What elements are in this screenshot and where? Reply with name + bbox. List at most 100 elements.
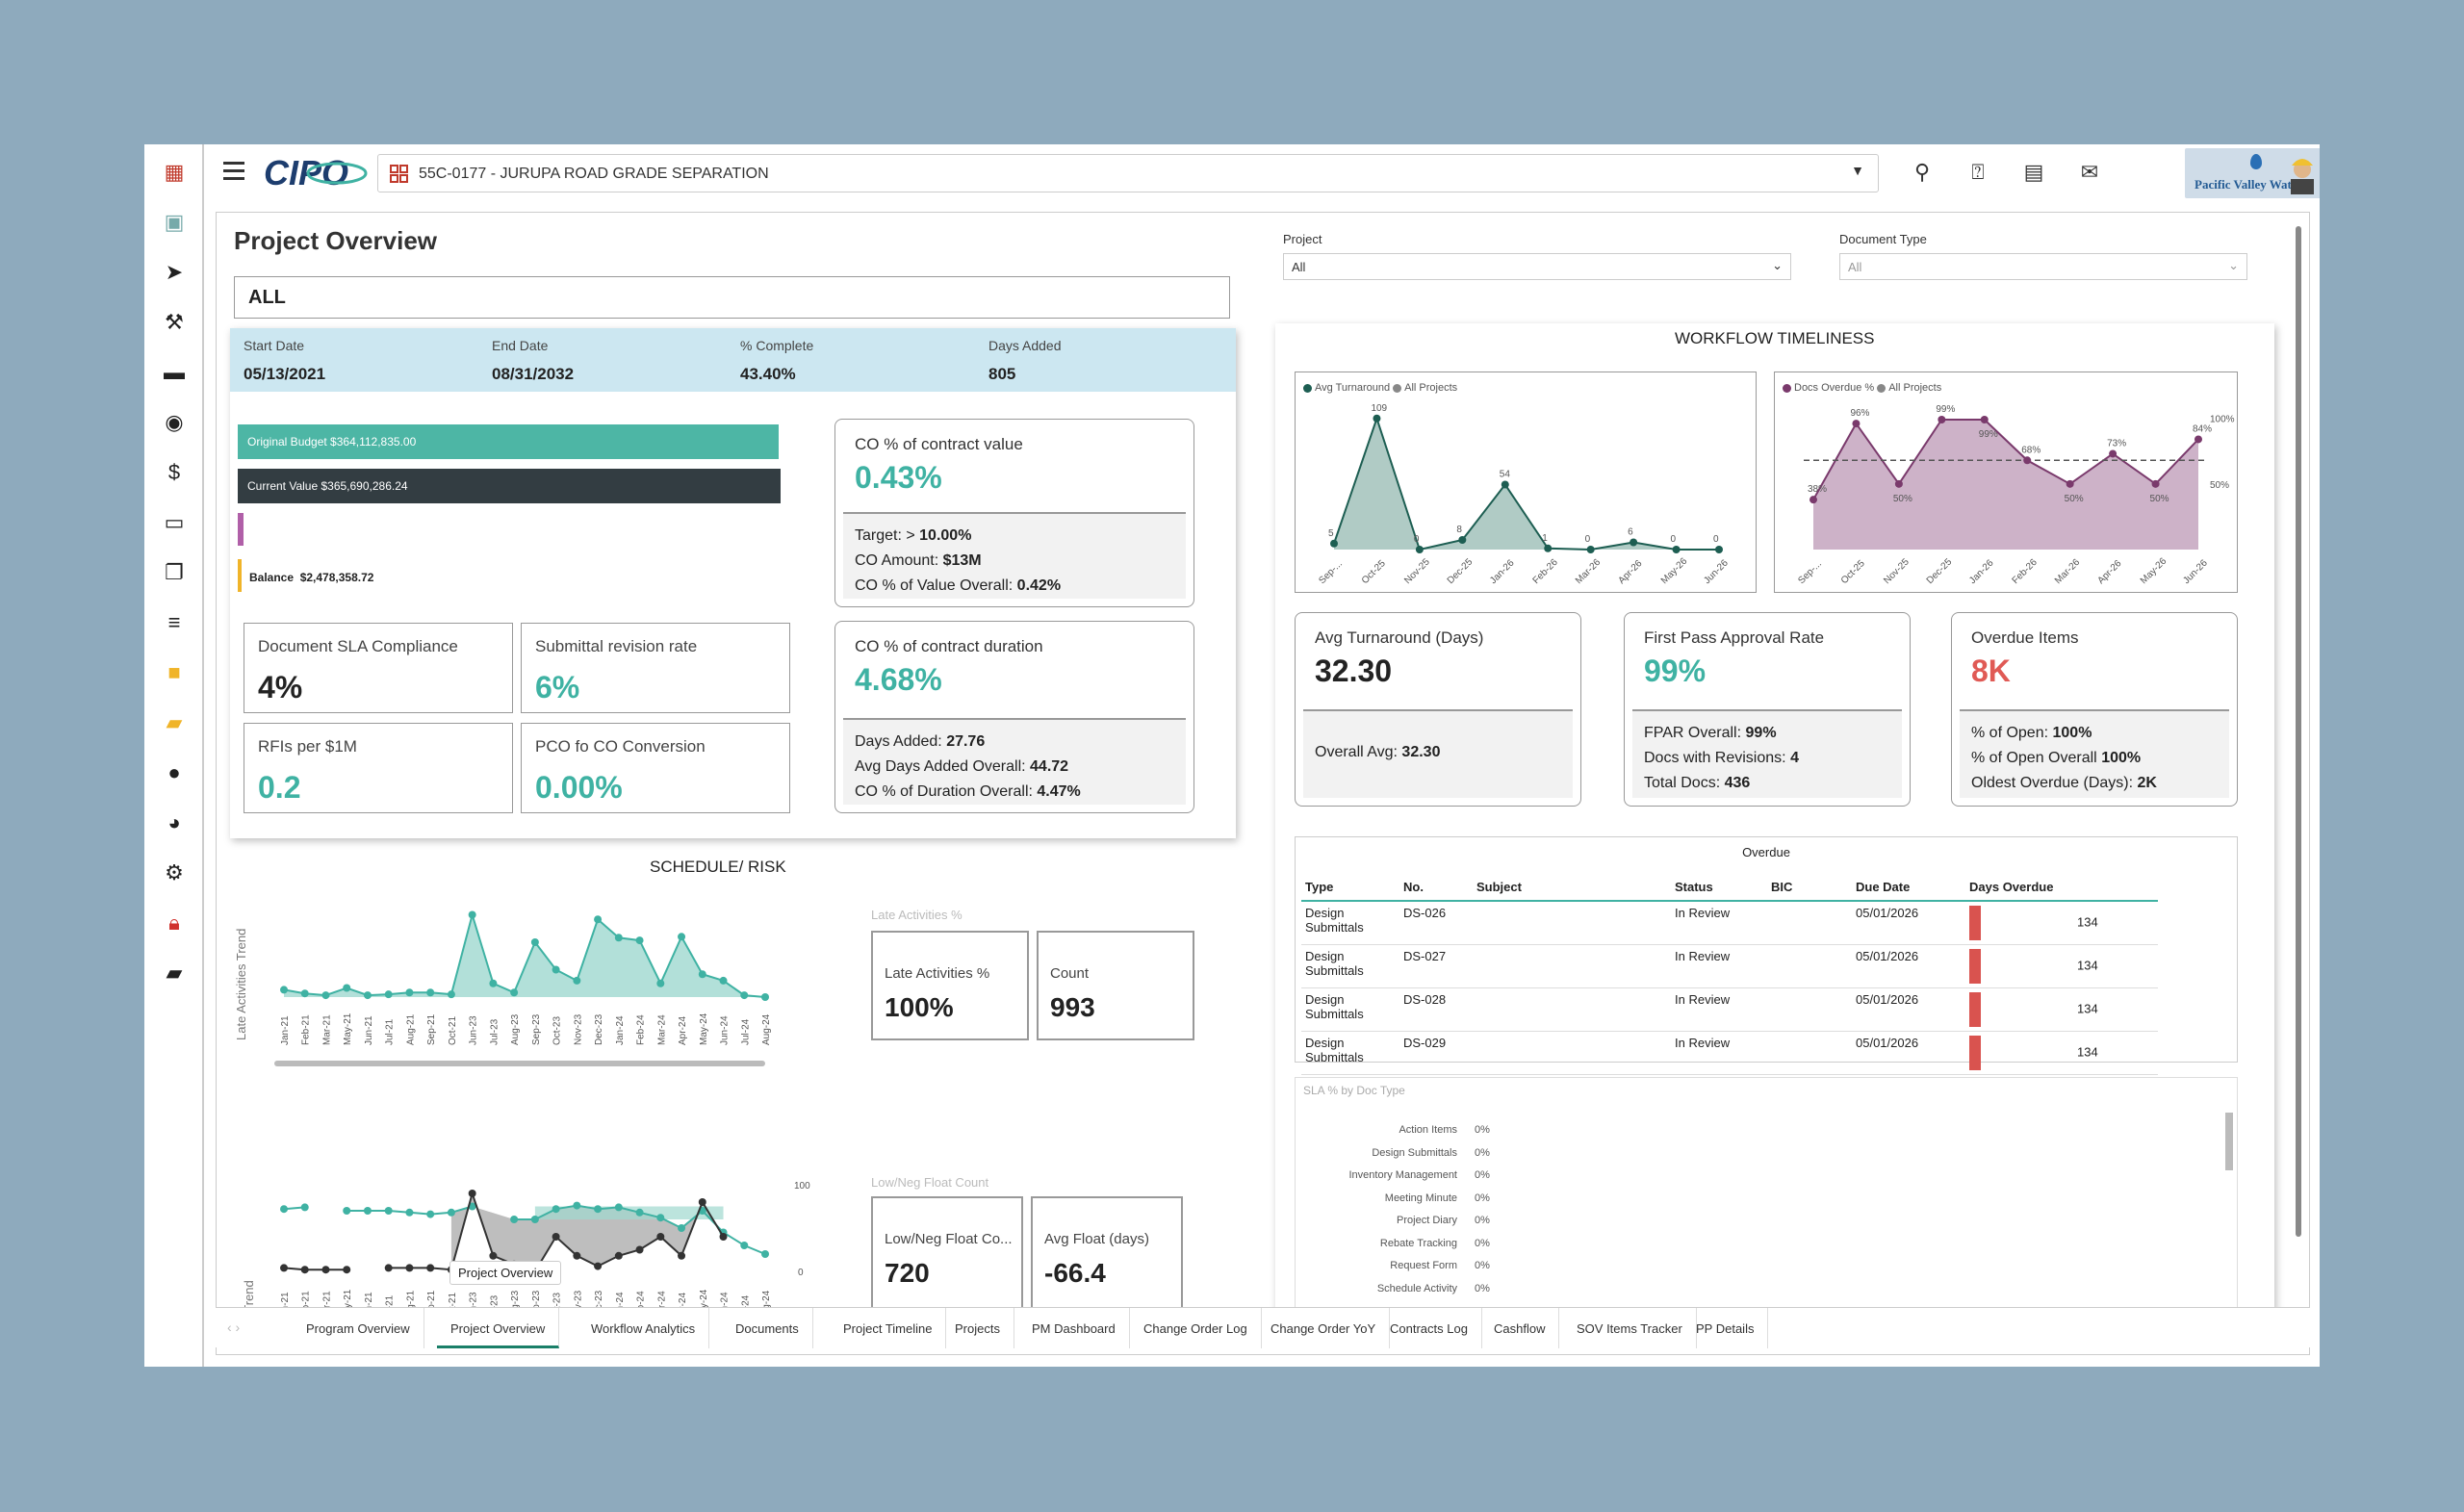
float-section-label: Low/Neg Float Count (871, 1175, 989, 1190)
late-point (656, 979, 665, 987)
col-subject[interactable]: Subject (1473, 874, 1671, 902)
col-due-date[interactable]: Due Date (1852, 874, 1965, 902)
project-selector[interactable]: 55C-0177 - JURUPA ROAD GRADE SEPARATION … (377, 154, 1879, 192)
open-pct-label: % of Open: (1971, 725, 2049, 741)
table-cell (1767, 987, 1852, 1032)
briefcase-icon[interactable]: ■ (167, 660, 181, 684)
doc-sla-card: Document SLA Compliance 4% (244, 623, 513, 713)
mail-icon[interactable]: ✉ (2080, 160, 2099, 184)
vertical-scrollbar[interactable] (2296, 226, 2301, 1237)
send-icon[interactable]: ➤ (165, 260, 184, 284)
palette-icon[interactable]: ◉ (165, 410, 184, 434)
float-x-tick: Aug-21 (405, 1290, 416, 1321)
late-point (740, 991, 749, 1000)
overdue-items-value: 8K (1971, 653, 2011, 688)
avg-float-point (300, 1266, 309, 1274)
folder-yellow-icon[interactable]: ▰ (166, 710, 183, 734)
tab-change-order-yoy[interactable]: Change Order YoY (1257, 1308, 1391, 1348)
dollar-icon[interactable]: $ (167, 460, 181, 484)
tab-sov-items-tracker[interactable]: SOV Items Tracker (1563, 1308, 1697, 1348)
user-avatar[interactable] (2283, 152, 2320, 194)
col-no[interactable]: No. (1399, 874, 1473, 902)
tab-workflow-analytics[interactable]: Workflow Analytics (578, 1308, 710, 1348)
turnaround-legend: Avg Turnaround All Projects (1303, 382, 1457, 394)
tab-project-timeline[interactable]: Project Timeline (830, 1308, 947, 1348)
col-status[interactable]: Status (1671, 874, 1767, 902)
late-point (678, 933, 686, 941)
tab-scroll-arrows[interactable]: ‹ › (227, 1320, 241, 1335)
turnaround-line (1333, 415, 1719, 551)
project-filter-dropdown[interactable]: All ⌄ (1283, 253, 1791, 280)
late-x-tick: Oct-23 (552, 1016, 563, 1045)
tab-change-order-log[interactable]: Change Order Log (1130, 1308, 1262, 1348)
submittal-revision-card: Submittal revision rate 6% (521, 623, 790, 713)
table-row[interactable]: Design Submittals DS-028 In Review 05/01/20… (1301, 987, 2158, 1032)
report-icon[interactable]: ▤ (2023, 160, 2044, 184)
late-point (761, 993, 769, 1001)
folder-icon[interactable]: ▰ (166, 961, 183, 985)
col-bic[interactable]: BIC (1767, 874, 1852, 902)
image-icon[interactable]: ▣ (164, 210, 185, 234)
avg-float-point (321, 1266, 330, 1274)
overdue-x-tick: May-26 (2139, 555, 2169, 586)
float-band (534, 1206, 724, 1219)
avg-float-point (426, 1264, 435, 1272)
overdue-data-label: 38% (1808, 484, 1827, 495)
table-cell (1767, 944, 1852, 988)
avg-turnaround-chart[interactable]: 5 109 0 8 54 1 0 6 0 0 Sep-... Oct-25 Nov-25 Dec-25 Ja… (1296, 396, 1758, 594)
client-badge[interactable]: Pacific Valley Water (2185, 148, 2320, 198)
help-icon[interactable]: ⍰ (1971, 160, 1985, 184)
sla-scrollbar[interactable] (2225, 1113, 2233, 1170)
tab-contracts-log[interactable]: Contracts Log (1376, 1308, 1482, 1348)
chevron-down-icon[interactable]: ▼ (1851, 163, 1864, 178)
table-cell: DS-026 (1399, 901, 1473, 945)
tab-documents[interactable]: Documents (722, 1308, 813, 1348)
tab-pp-details[interactable]: PP Details (1682, 1308, 1769, 1348)
late-activities-chart[interactable]: Jan-21 Feb-21 Mar-21 May-21 Jun-21 Jul-21 Aug-… (265, 896, 1054, 1166)
docs-overdue-chart[interactable]: 38% 96% 50% 99% 99% 68% 50% 73% 50% 84% Sep-... Oct… (1775, 396, 2239, 594)
late-x-tick: Aug-21 (405, 1013, 416, 1045)
late-point (384, 990, 393, 999)
tab-projects[interactable]: Projects (941, 1308, 1014, 1348)
copy-icon[interactable]: ❐ (165, 560, 184, 584)
turnaround-data-label: 6 (1628, 527, 1633, 538)
map-pin-icon[interactable]: ● (167, 760, 181, 784)
table-row[interactable]: Design Submittals DS-029 In Review 05/01/20… (1301, 1031, 2158, 1075)
sla-row-value: 0% (1475, 1215, 1490, 1226)
col-type[interactable]: Type (1301, 874, 1399, 902)
doctype-filter-dropdown[interactable]: All ⌄ (1839, 253, 2247, 280)
water-drop-icon (2250, 154, 2262, 169)
gear-icon[interactable]: ⚙ (165, 860, 184, 884)
list-icon[interactable]: ≡ (167, 610, 181, 634)
float-x-tick: Dec-23 (594, 1290, 604, 1321)
tab-project-overview[interactable]: Project Overview (437, 1308, 560, 1348)
float-gap-area (450, 1193, 724, 1271)
turnaround-x-tick: Apr-26 (1616, 558, 1644, 586)
money-icon[interactable]: ▭ (164, 510, 185, 534)
server-icon[interactable]: ▬ (164, 360, 185, 384)
co-days-value: 27.76 (946, 733, 986, 750)
float-count-point (384, 1207, 393, 1215)
scope-field[interactable]: ALL (234, 276, 1230, 319)
menu-icon[interactable] (223, 162, 244, 181)
table-cell: 05/01/2026 (1852, 944, 1965, 988)
tab-pm-dashboard[interactable]: PM Dashboard (1018, 1308, 1130, 1348)
tab-program-overview[interactable]: Program Overview (293, 1308, 424, 1348)
pie-chart-icon[interactable]: ◕ (167, 810, 181, 834)
late-x-tick: Jul-23 (489, 1018, 500, 1045)
late-x-tick: Sep-21 (426, 1013, 437, 1045)
table-row[interactable]: Design Submittals DS-027 In Review 05/01/20… (1301, 944, 2158, 988)
tab-cashflow[interactable]: Cashflow (1480, 1308, 1560, 1348)
avg-float-point (635, 1245, 644, 1254)
avg-turnaround-value: 32.30 (1315, 653, 1393, 688)
project-summary-panel: Start Date 05/13/2021 End Date 08/31/2032 … (230, 328, 1236, 838)
late-point (614, 934, 623, 942)
tools-icon[interactable]: ⚒ (165, 310, 184, 334)
overdue-axis-100: 100% (2210, 415, 2235, 425)
turnaround-data-label: 1 (1542, 533, 1548, 544)
col-days-overdue[interactable]: Days Overdue (1965, 874, 2158, 902)
search-icon[interactable]: ⚲ (1913, 160, 1931, 184)
lock-icon[interactable]: 🔒︎ (168, 910, 180, 935)
table-row[interactable]: Design Submittals DS-026 In Review 05/01/20… (1301, 901, 2158, 945)
apps-grid-icon[interactable]: ▦ (164, 160, 185, 184)
